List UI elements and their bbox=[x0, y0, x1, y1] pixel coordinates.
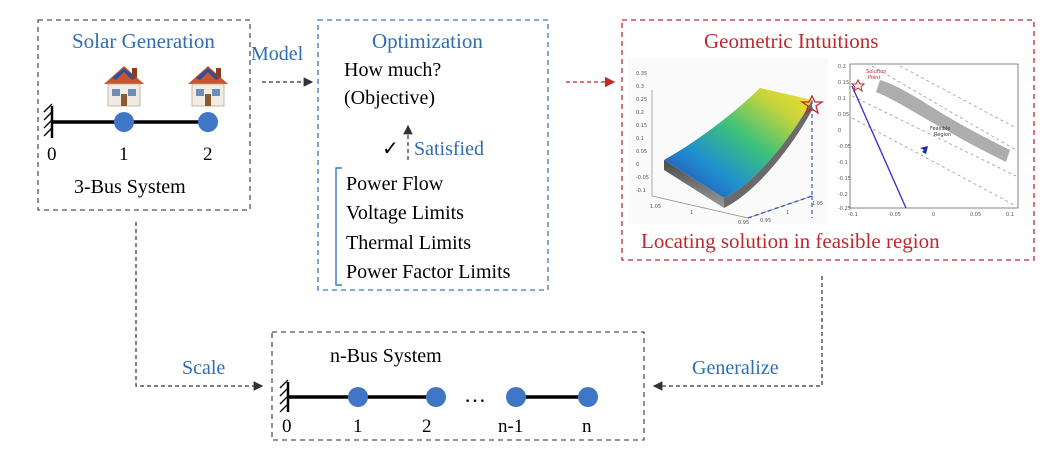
satisfied-label: Satisfied bbox=[414, 138, 484, 160]
n-bus-line bbox=[279, 379, 598, 413]
node-label: n bbox=[582, 416, 592, 437]
x2-tick: 0.95 bbox=[760, 218, 771, 224]
direction-arrow-icon bbox=[914, 146, 928, 160]
check-icon: ✓ bbox=[382, 138, 399, 160]
node-label: 1 bbox=[119, 144, 129, 165]
n-bus-title: n-Bus System bbox=[330, 345, 442, 367]
generalize-arrow bbox=[652, 276, 823, 391]
x-tick: 0.95 bbox=[738, 220, 749, 226]
optimization-title: Optimization bbox=[372, 29, 483, 53]
y-tick: 0.2 bbox=[838, 64, 846, 70]
bus-node bbox=[578, 387, 598, 407]
x2-tick: 1 bbox=[786, 210, 789, 216]
x-tick: 1.05 bbox=[650, 204, 661, 210]
surface-plot: 0.35 0.3 0.25 0.2 0.15 0.1 0.05 0 -0.05 … bbox=[628, 58, 828, 226]
node-label: 2 bbox=[203, 144, 213, 165]
bus-node bbox=[426, 387, 446, 407]
objective-line-2: (Objective) bbox=[344, 87, 435, 109]
system-label: 3-Bus System bbox=[74, 176, 186, 198]
geometric-intuitions-box: Geometric Intuitions 0.35 0.3 0.25 0.2 0… bbox=[621, 19, 1035, 261]
x-tick: -0.05 bbox=[888, 212, 901, 218]
y-tick: -0.25 bbox=[838, 206, 851, 212]
feasible-label: Region bbox=[934, 132, 951, 138]
y-tick: 0.15 bbox=[838, 80, 849, 86]
bus-node bbox=[348, 387, 368, 407]
x-tick: 0.1 bbox=[1006, 212, 1014, 218]
house-icon bbox=[188, 66, 228, 107]
node-label: 0 bbox=[282, 416, 292, 437]
solution-label: Solution bbox=[866, 69, 886, 75]
constraints-bracket bbox=[335, 167, 342, 286]
bus-node bbox=[114, 112, 134, 132]
node-label: 2 bbox=[422, 416, 432, 437]
ellipsis: … bbox=[464, 382, 486, 407]
y-tick: 0.3 bbox=[636, 84, 644, 90]
node-label: 1 bbox=[353, 416, 363, 437]
y-tick: 0.05 bbox=[636, 149, 647, 155]
objective-line-1: How much? bbox=[344, 59, 441, 81]
x2-tick: 1.05 bbox=[812, 201, 823, 207]
node-label: 0 bbox=[47, 144, 57, 165]
solution-star-icon bbox=[850, 78, 866, 93]
scale-arrow bbox=[135, 222, 264, 391]
x-tick: 0.05 bbox=[970, 212, 981, 218]
feasible-label: Feasible bbox=[930, 126, 950, 132]
y-tick: -0.05 bbox=[636, 175, 649, 181]
geometric-title: Geometric Intuitions bbox=[704, 29, 878, 53]
solar-title: Solar Generation bbox=[72, 29, 215, 53]
y-tick: 0.05 bbox=[838, 112, 849, 118]
y-tick: 0.25 bbox=[636, 97, 647, 103]
solar-generation-box: Solar Generation bbox=[37, 19, 251, 211]
y-tick: 0.1 bbox=[636, 136, 644, 142]
y-tick: 0.2 bbox=[636, 110, 644, 116]
y-tick: -0.15 bbox=[838, 176, 851, 182]
constraint-item: Thermal Limits bbox=[346, 232, 471, 254]
x-tick: 0 bbox=[932, 212, 935, 218]
model-label: Model bbox=[251, 43, 304, 65]
geometric-footer: Locating solution in feasible region bbox=[641, 229, 940, 253]
bus-node bbox=[198, 112, 218, 132]
y-tick: -0.2 bbox=[838, 192, 848, 198]
x-tick: 1 bbox=[690, 210, 693, 216]
y-tick: -0.05 bbox=[838, 144, 851, 150]
constraint-item: Power Factor Limits bbox=[346, 261, 511, 283]
solution-star-icon bbox=[799, 94, 825, 115]
n-bus-box: n-Bus System … 0 1 2 n-1 n bbox=[271, 331, 645, 441]
generalize-label: Generalize bbox=[692, 357, 779, 379]
y-tick: -0.1 bbox=[838, 160, 848, 166]
constraint-item: Power Flow bbox=[346, 173, 444, 195]
y-tick: 0.15 bbox=[636, 123, 647, 129]
house-icon bbox=[104, 66, 144, 107]
solution-label: Point bbox=[868, 75, 880, 81]
constraint-item: Voltage Limits bbox=[346, 202, 464, 224]
y-tick: 0 bbox=[636, 162, 639, 168]
bus-node bbox=[506, 387, 526, 407]
y-tick: 0 bbox=[838, 128, 841, 134]
feasible-region-plot: Solution Point Feasible Region 0.2 0.15 … bbox=[838, 63, 1019, 218]
y-tick: -0.1 bbox=[636, 188, 646, 194]
scale-label: Scale bbox=[182, 357, 225, 379]
y-tick: 0.35 bbox=[636, 71, 647, 77]
optimization-box: Optimization How much? (Objective) ✓ Sat… bbox=[317, 19, 549, 291]
y-tick: 0.1 bbox=[838, 96, 846, 102]
x-tick: -0.1 bbox=[848, 212, 858, 218]
three-bus-line bbox=[43, 103, 218, 138]
node-label: n-1 bbox=[498, 416, 523, 437]
